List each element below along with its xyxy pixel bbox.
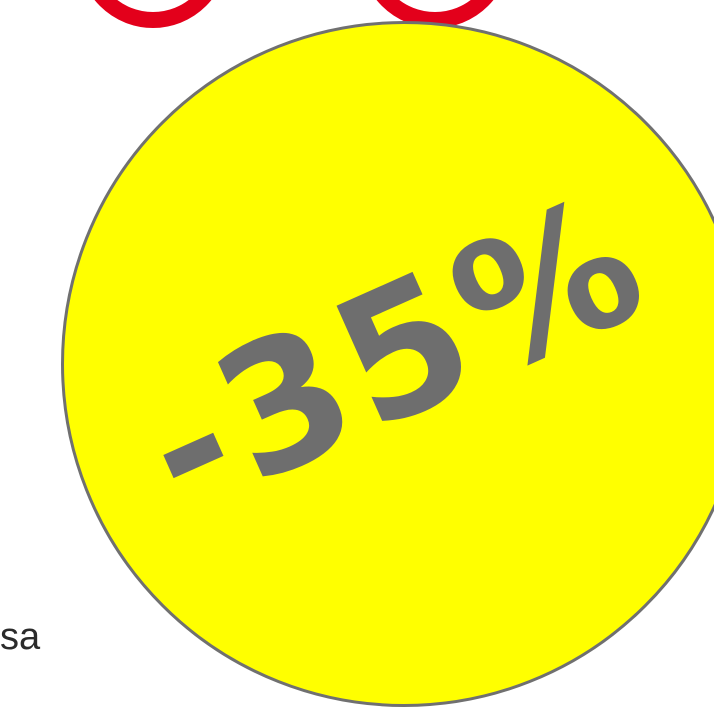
discount-badge (61, 21, 714, 707)
red-ring-decoration-left (78, 0, 228, 28)
truncated-side-text: sa (0, 616, 41, 658)
